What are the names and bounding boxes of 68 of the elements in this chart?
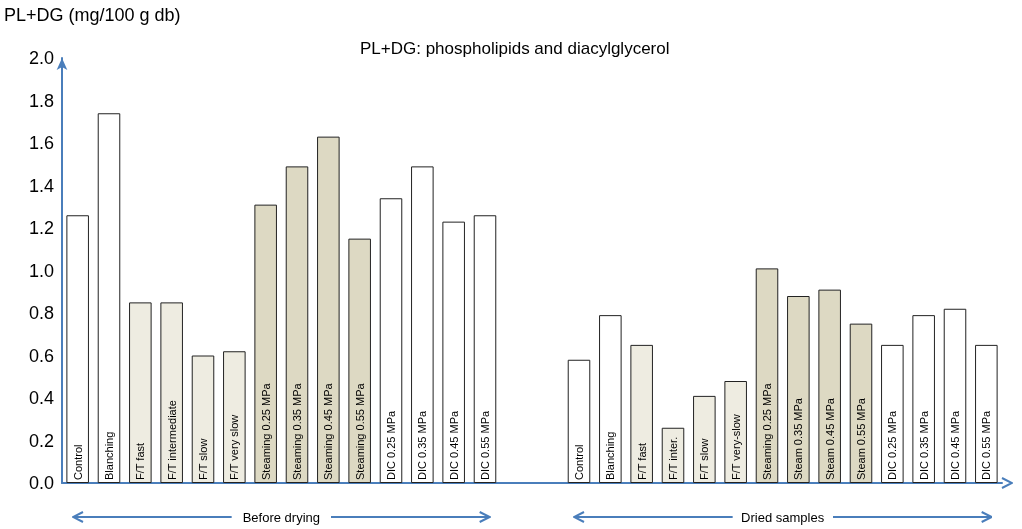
y-axis-title: PL+DG (mg/100 g db) — [4, 5, 181, 25]
bar — [129, 302, 152, 483]
text: Before drying — [242, 509, 320, 525]
y-tick-label: 0.0 — [28, 473, 54, 493]
bar — [912, 315, 935, 483]
x-tick-label: Steam 0.55 MPa — [855, 397, 867, 480]
x-tick-label: Control — [573, 444, 585, 480]
x-tick-label: Control — [71, 444, 84, 480]
x-tick-label: F/T fast — [635, 442, 648, 480]
x-tick-label: DIC 0.35 MPa — [416, 410, 429, 480]
x-tick-label: Steaming 0.25 MPa — [259, 382, 272, 480]
x-tick-label: Steaming 0.45 MPa — [322, 382, 335, 480]
x-tick-label: DIC 0.45 MPa — [949, 410, 961, 480]
x-tick-label: F/T slow — [698, 438, 711, 480]
x-tick-label: Steam 0.35 MPa — [792, 397, 805, 480]
text: Dried samples — [741, 509, 825, 525]
annotation: PL+DG: phospholipids and diacylglycerol — [360, 39, 670, 58]
bar — [379, 198, 403, 483]
y-tick-label: 0.8 — [28, 303, 54, 323]
x-tick-label: Steam 0.45 MPa — [823, 397, 836, 480]
bar — [348, 238, 371, 483]
x-tick-label: DIC 0.55 MPa — [980, 410, 993, 480]
bar — [223, 351, 246, 483]
bar — [818, 289, 841, 483]
bar — [411, 166, 434, 483]
x-tick-label: DIC 0.45 MPa — [447, 410, 460, 480]
x-tick-label: DIC 0.25 MPa — [886, 410, 899, 480]
bar — [943, 308, 967, 483]
y-tick-label: 1.2 — [28, 218, 54, 238]
bar — [442, 221, 465, 483]
y-tick-label: 0.2 — [28, 430, 54, 451]
y-tick-label: 2.0 — [28, 48, 54, 68]
bar — [66, 215, 89, 483]
x-tick-label: F/T very slow — [228, 414, 241, 480]
bar — [881, 344, 904, 483]
bar — [317, 136, 340, 483]
x-tick-label: Blanching — [604, 431, 617, 480]
y-tick-label: 1.6 — [28, 133, 54, 153]
x-tick-label: F/T very-slow — [729, 414, 742, 480]
x-tick-label: Steaming 0.25 MPa — [761, 382, 773, 480]
bar — [630, 344, 653, 483]
x-tick-label: Blanching — [103, 431, 115, 480]
bar — [724, 381, 747, 483]
bar — [191, 355, 215, 483]
bar — [285, 166, 309, 483]
bar — [693, 395, 716, 483]
bar — [160, 302, 183, 483]
y-tick-label: 1.8 — [28, 90, 54, 111]
x-tick-label: F/T slow — [197, 438, 209, 480]
bar — [599, 315, 622, 483]
bar — [567, 359, 591, 483]
bar — [254, 204, 277, 483]
x-tick-label: DIC 0.35 MPa — [917, 410, 930, 480]
y-tick-label: 0.4 — [28, 388, 54, 408]
y-tick-label: 0.6 — [28, 345, 54, 366]
x-tick-label: DIC 0.55 MPa — [479, 410, 491, 480]
x-tick-label: F/T intermediate — [165, 400, 178, 480]
x-tick-label: Steaming 0.55 MPa — [353, 382, 366, 480]
x-tick-label: F/T fast — [134, 442, 147, 480]
y-tick-label: 1.0 — [28, 260, 54, 281]
bar — [787, 296, 810, 483]
x-tick-label: DIC 0.25 MPa — [385, 410, 397, 480]
x-tick-label: Steaming 0.35 MPa — [291, 382, 303, 480]
x-tick-label: F/T inter. — [667, 436, 679, 480]
bar — [473, 215, 497, 483]
y-tick-label: 1.4 — [28, 175, 54, 196]
bar — [975, 344, 998, 483]
bar — [97, 113, 121, 483]
